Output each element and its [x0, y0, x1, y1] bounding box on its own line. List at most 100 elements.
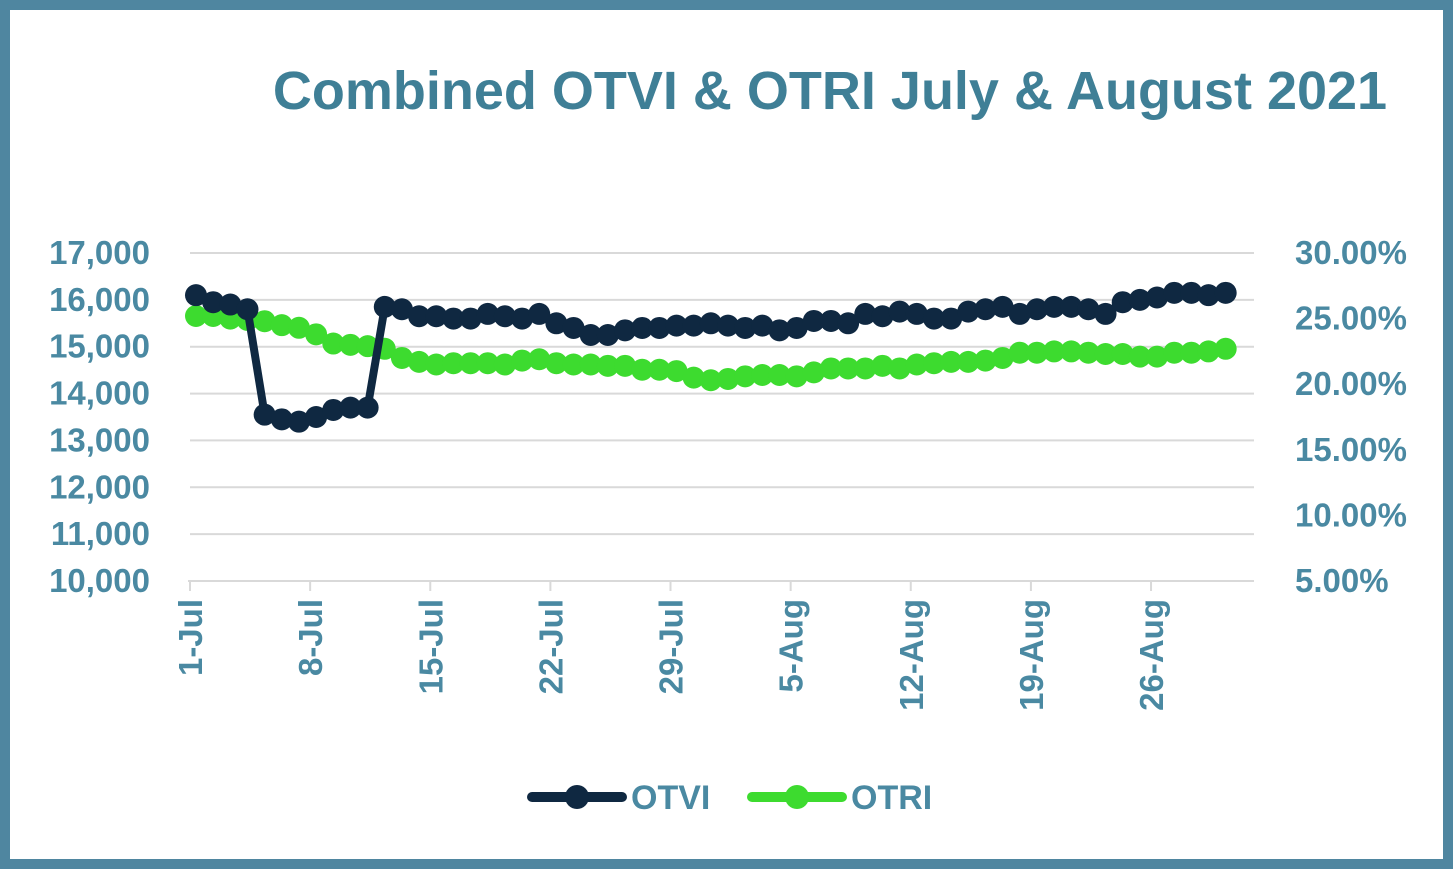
point-otvi[interactable]: [390, 298, 413, 321]
point-otvi[interactable]: [528, 302, 551, 325]
point-otvi[interactable]: [682, 314, 705, 337]
point-otri[interactable]: [648, 358, 671, 381]
point-otri[interactable]: [545, 352, 568, 375]
point-otri[interactable]: [287, 316, 310, 339]
point-otri[interactable]: [665, 360, 688, 383]
point-otri[interactable]: [940, 350, 963, 373]
point-otri[interactable]: [785, 365, 808, 388]
point-otvi[interactable]: [751, 314, 774, 337]
point-otri[interactable]: [528, 348, 551, 371]
point-otvi[interactable]: [1214, 281, 1237, 304]
point-otvi[interactable]: [408, 305, 431, 328]
point-otri[interactable]: [596, 354, 619, 377]
point-otri[interactable]: [305, 323, 328, 346]
point-otri[interactable]: [631, 358, 654, 381]
point-otri[interactable]: [1077, 341, 1100, 364]
point-otri[interactable]: [579, 353, 602, 376]
point-otri[interactable]: [1060, 340, 1083, 363]
point-otri[interactable]: [408, 350, 431, 373]
point-otvi[interactable]: [356, 396, 379, 419]
point-otvi[interactable]: [1111, 291, 1134, 314]
point-otvi[interactable]: [905, 302, 928, 325]
point-otri[interactable]: [974, 349, 997, 372]
point-otvi[interactable]: [270, 408, 293, 431]
point-otvi[interactable]: [322, 398, 345, 421]
point-otvi[interactable]: [1060, 295, 1083, 318]
point-otri[interactable]: [1025, 341, 1048, 364]
point-otvi[interactable]: [219, 293, 242, 316]
point-otvi[interactable]: [1180, 281, 1203, 304]
point-otvi[interactable]: [373, 295, 396, 318]
point-otri[interactable]: [991, 346, 1014, 369]
legend-item-otvi[interactable]: OTVI: [527, 779, 710, 817]
point-otri[interactable]: [957, 350, 980, 373]
point-otri[interactable]: [1180, 341, 1203, 364]
point-otvi[interactable]: [802, 309, 825, 332]
point-otvi[interactable]: [699, 312, 722, 335]
point-otvi[interactable]: [476, 302, 499, 325]
point-otri[interactable]: [476, 352, 499, 375]
point-otvi[interactable]: [768, 319, 791, 342]
point-otvi[interactable]: [717, 314, 739, 337]
point-otri[interactable]: [1146, 345, 1169, 368]
point-otvi[interactable]: [1008, 302, 1031, 325]
point-otri[interactable]: [339, 333, 362, 356]
point-otvi[interactable]: [202, 291, 225, 314]
point-otvi[interactable]: [493, 305, 516, 328]
point-otri[interactable]: [751, 364, 774, 387]
point-otvi[interactable]: [305, 406, 328, 428]
point-otri[interactable]: [734, 365, 757, 388]
point-otri[interactable]: [322, 332, 345, 355]
point-otvi[interactable]: [1025, 298, 1048, 321]
point-otvi[interactable]: [940, 307, 963, 330]
point-otvi[interactable]: [734, 316, 757, 339]
point-otri[interactable]: [854, 357, 877, 380]
point-otri[interactable]: [1111, 343, 1134, 366]
point-otvi[interactable]: [459, 307, 482, 330]
point-otvi[interactable]: [442, 307, 465, 330]
point-otvi[interactable]: [1197, 284, 1220, 307]
point-otvi[interactable]: [425, 305, 448, 328]
point-otvi[interactable]: [511, 307, 534, 330]
point-otri[interactable]: [922, 352, 945, 375]
point-otvi[interactable]: [1077, 298, 1100, 321]
point-otvi[interactable]: [1146, 286, 1169, 309]
point-otri[interactable]: [1197, 340, 1220, 363]
point-otri[interactable]: [699, 369, 722, 392]
point-otri[interactable]: [1043, 340, 1066, 363]
point-otri[interactable]: [802, 361, 825, 384]
point-otri[interactable]: [253, 310, 276, 333]
point-otri[interactable]: [905, 353, 928, 376]
point-otvi[interactable]: [596, 324, 619, 346]
point-otvi[interactable]: [819, 309, 842, 332]
point-otri[interactable]: [888, 357, 911, 380]
point-otri[interactable]: [442, 352, 465, 375]
point-otvi[interactable]: [1043, 295, 1066, 318]
point-otvi[interactable]: [837, 312, 860, 335]
point-otvi[interactable]: [614, 319, 637, 342]
point-otvi[interactable]: [665, 314, 688, 337]
point-otri[interactable]: [837, 357, 860, 380]
point-otvi[interactable]: [1163, 281, 1186, 304]
point-otvi[interactable]: [991, 295, 1014, 318]
legend-item-otri[interactable]: OTRI: [747, 779, 932, 817]
point-otri[interactable]: [185, 304, 207, 327]
point-otri[interactable]: [768, 364, 791, 387]
point-otvi[interactable]: [236, 298, 259, 321]
point-otri[interactable]: [270, 314, 293, 337]
point-otri[interactable]: [1214, 337, 1237, 360]
point-otvi[interactable]: [922, 307, 945, 330]
point-otri[interactable]: [1128, 345, 1151, 368]
point-otri[interactable]: [614, 354, 637, 377]
point-otri[interactable]: [562, 353, 585, 376]
point-otri[interactable]: [1008, 341, 1031, 364]
point-otri[interactable]: [717, 367, 739, 390]
point-otvi[interactable]: [253, 403, 276, 426]
point-otvi[interactable]: [545, 312, 568, 335]
point-otvi[interactable]: [579, 324, 602, 346]
point-otri[interactable]: [819, 357, 842, 380]
point-otvi[interactable]: [888, 300, 911, 323]
point-otvi[interactable]: [1094, 302, 1117, 325]
point-otri[interactable]: [1163, 341, 1186, 364]
point-otvi[interactable]: [854, 302, 877, 325]
